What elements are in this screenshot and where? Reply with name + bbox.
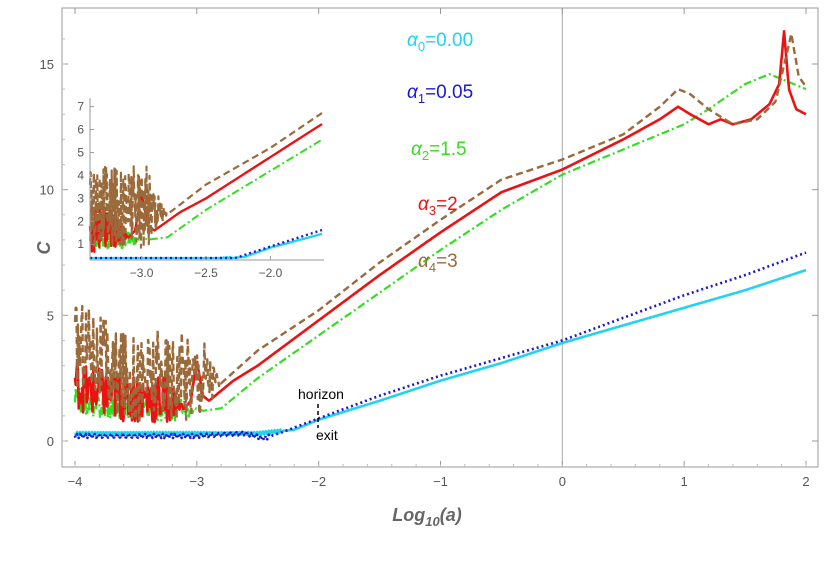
inset-series-line-alpha4 bbox=[88, 112, 323, 249]
legend-alpha2-symbol: α bbox=[411, 139, 423, 160]
series-line-alpha0 bbox=[73, 268, 807, 437]
y-tick-label: 5 bbox=[47, 308, 54, 323]
x-tick-label: −3 bbox=[189, 474, 204, 489]
x-axis-title: Log10(a) bbox=[392, 505, 461, 529]
x-tick-label: 2 bbox=[802, 474, 809, 489]
inset-plot: −3.0 −2.5 −2.0 1 2 3 4 5 6 7 bbox=[77, 98, 324, 280]
legend-alpha1-text: =0.05 bbox=[425, 82, 473, 103]
series-line-alpha2 bbox=[73, 73, 807, 422]
legend-entry-alpha4: α4=3 bbox=[418, 251, 458, 275]
legend-alpha1-sub: 1 bbox=[418, 91, 425, 106]
legend-alpha4-symbol: α bbox=[418, 251, 430, 272]
inset-x-tick-label: −3.0 bbox=[130, 266, 154, 280]
inset-y-tick-label: 4 bbox=[77, 168, 84, 182]
inset-series-line-alpha3 bbox=[88, 123, 323, 253]
legend-entry-alpha2: α2=1.5 bbox=[411, 139, 467, 163]
legend-alpha2-text: =1.5 bbox=[429, 139, 467, 160]
legend-alpha3-sub: 3 bbox=[429, 203, 436, 218]
annotation-horizon: horizon bbox=[298, 386, 344, 402]
legend-entry-alpha0: α0=0.00 bbox=[407, 30, 473, 54]
legend-alpha3-text: =2 bbox=[436, 194, 458, 215]
x-tick-label: 1 bbox=[681, 474, 688, 489]
y-tick-label: 15 bbox=[40, 57, 54, 72]
inset-y-tick-label: 2 bbox=[77, 214, 84, 228]
x-tick-label: −1 bbox=[433, 474, 448, 489]
legend-alpha4-sub: 4 bbox=[429, 260, 436, 275]
legend-alpha2-sub: 2 bbox=[422, 148, 429, 163]
main-series-group bbox=[73, 30, 807, 442]
inset-y-tick-label: 7 bbox=[77, 100, 84, 114]
y-tick-label: 10 bbox=[40, 183, 54, 198]
y-axis-title: C bbox=[34, 241, 54, 255]
legend-alpha3-symbol: α bbox=[418, 194, 430, 215]
inset-x-tick-label: −2.0 bbox=[259, 266, 283, 280]
legend-entry-alpha3: α3=2 bbox=[418, 194, 458, 218]
inset-y-tick-label: 1 bbox=[77, 237, 84, 251]
legend-entry-alpha1: α1=0.05 bbox=[407, 82, 473, 106]
legend: α0=0.00 α1=0.05 α2=1.5 α3=2 α4=3 bbox=[407, 30, 473, 275]
horizon-exit-annotation: horizon exit bbox=[298, 386, 344, 443]
legend-alpha0-symbol: α bbox=[407, 30, 419, 51]
inset-ticks: −3.0 −2.5 −2.0 1 2 3 4 5 6 7 bbox=[77, 98, 324, 280]
legend-alpha0-text: =0.00 bbox=[425, 30, 473, 51]
x-tick-label: −2 bbox=[311, 474, 326, 489]
inset-y-tick-label: 6 bbox=[77, 123, 84, 137]
inset-x-tick-label: −2.5 bbox=[194, 266, 218, 280]
legend-alpha0-sub: 0 bbox=[418, 39, 425, 54]
inset-y-tick-label: 3 bbox=[77, 191, 84, 205]
x-tick-label: −4 bbox=[68, 474, 83, 489]
x-axis-title-arg: (a) bbox=[440, 505, 462, 525]
x-axis-title-main: Log bbox=[392, 505, 425, 525]
legend-alpha4-text: =3 bbox=[436, 251, 458, 272]
x-tick-label: 0 bbox=[559, 474, 566, 489]
y-tick-label: 0 bbox=[47, 434, 54, 449]
legend-alpha1-symbol: α bbox=[407, 82, 419, 103]
x-axis-title-sub: 10 bbox=[425, 514, 440, 529]
series-line-alpha1 bbox=[73, 251, 807, 442]
series-line-alpha4 bbox=[73, 32, 807, 422]
inset-y-tick-label: 5 bbox=[77, 145, 84, 159]
annotation-exit: exit bbox=[316, 427, 338, 443]
